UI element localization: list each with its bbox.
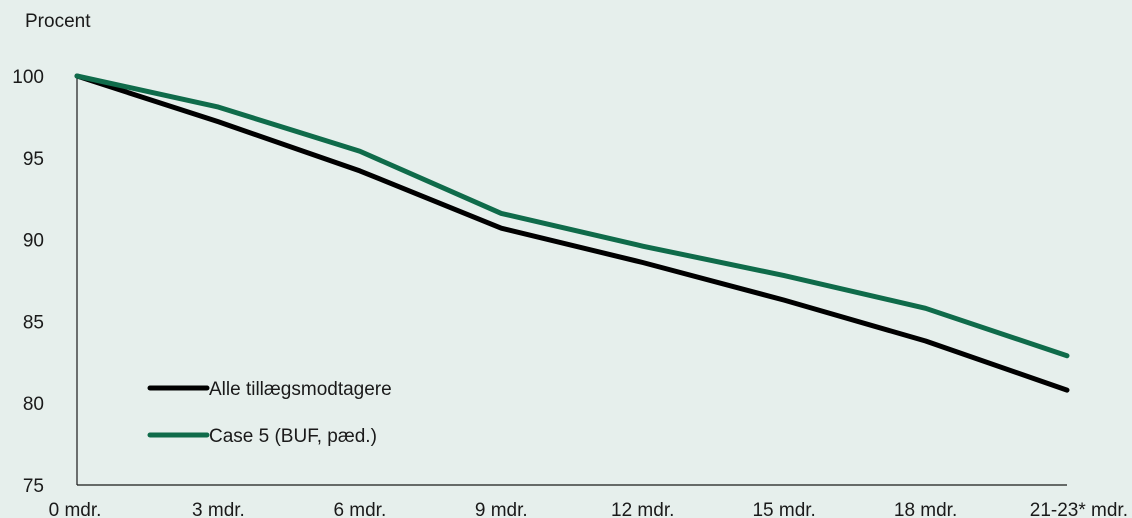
y-tick-label: 80 — [23, 394, 44, 415]
x-tick-label: 6 mdr. — [333, 500, 386, 518]
y-tick-label: 90 — [23, 231, 44, 252]
legend-label: Alle tillægsmodtagere — [209, 379, 392, 400]
legend-label: Case 5 (BUF, pæd.) — [209, 426, 377, 447]
series-line-0 — [77, 76, 1067, 390]
x-tick-label: 9 mdr. — [475, 500, 528, 518]
x-tick-label: 0 mdr. — [49, 500, 102, 518]
x-tick-label: 12 mdr. — [611, 500, 674, 518]
series-lines — [77, 76, 1067, 390]
x-tick-label: 18 mdr. — [894, 500, 957, 518]
y-axis-ticks: 75 80 85 90 95 100 — [12, 67, 44, 497]
y-tick-label: 85 — [23, 312, 44, 333]
legend: Alle tillægsmodtagere Case 5 (BUF, pæd.) — [150, 379, 392, 447]
y-tick-label: 95 — [23, 149, 44, 170]
x-tick-label: 21-23* mdr. — [1030, 500, 1128, 518]
x-tick-label: 3 mdr. — [192, 500, 245, 518]
y-tick-label: 75 — [23, 476, 44, 497]
series-line-1 — [77, 76, 1067, 356]
x-tick-label: 15 mdr. — [752, 500, 815, 518]
y-axis-title: Procent — [25, 11, 91, 32]
x-axis-ticks: 0 mdr. 3 mdr. 6 mdr. 9 mdr. 12 mdr. 15 mdr. 18… — [49, 500, 1128, 518]
y-tick-label: 100 — [12, 67, 44, 88]
